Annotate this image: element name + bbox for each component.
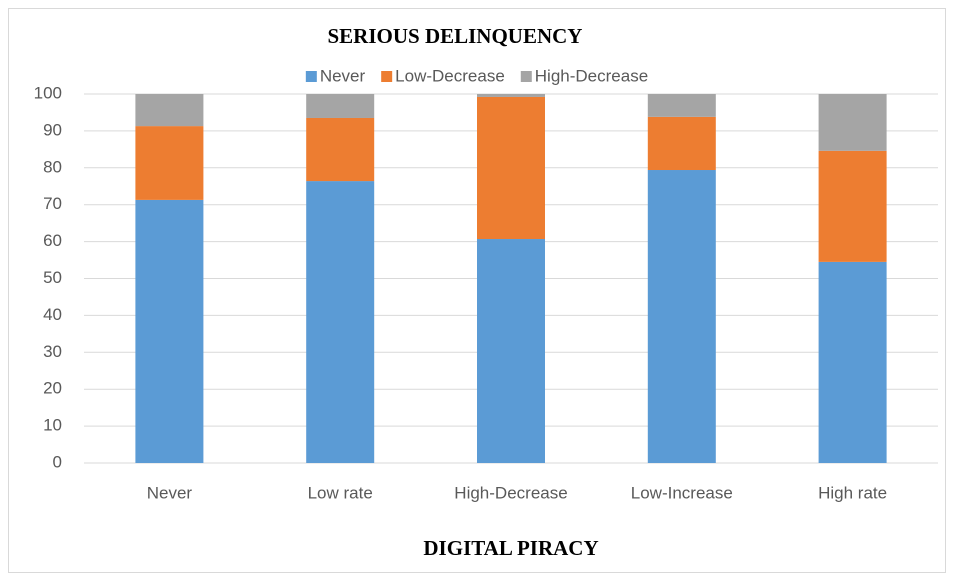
y-tick-label: 10 xyxy=(43,416,62,435)
y-tick-label: 40 xyxy=(43,305,62,324)
x-tick-label: Low rate xyxy=(308,483,373,502)
legend-label: Low-Decrease xyxy=(395,66,505,85)
x-axis-title: DIGITAL PIRACY xyxy=(423,536,598,560)
bar-segment xyxy=(306,117,375,182)
bar-segment xyxy=(818,150,887,262)
bar-segment xyxy=(135,126,204,200)
bar-segment xyxy=(306,94,375,118)
y-tick-label: 60 xyxy=(43,231,62,250)
y-tick-label: 70 xyxy=(43,194,62,213)
x-tick-label: High rate xyxy=(818,483,887,502)
legend-label: High-Decrease xyxy=(535,66,648,85)
bar-segment xyxy=(647,170,716,463)
bar-segment xyxy=(306,181,375,464)
bar-segment xyxy=(477,239,545,463)
y-tick-label: 50 xyxy=(43,268,62,287)
y-tick-label: 90 xyxy=(43,120,62,139)
legend-label: Never xyxy=(320,66,366,85)
x-tick-label: Never xyxy=(147,483,193,502)
bar-segment xyxy=(647,116,716,171)
bar-segment xyxy=(135,199,204,463)
chart-title: SERIOUS DELINQUENCY xyxy=(328,24,583,48)
bar-segment xyxy=(477,96,545,240)
bar-segment xyxy=(818,94,887,151)
legend-swatch xyxy=(381,71,393,82)
bar-segment xyxy=(135,94,204,127)
legend-swatch xyxy=(520,71,532,82)
y-tick-label: 30 xyxy=(43,342,62,361)
y-tick-label: 0 xyxy=(53,452,62,471)
bar-segment xyxy=(818,261,887,463)
x-tick-label: Low-Increase xyxy=(631,483,733,502)
y-tick-label: 100 xyxy=(34,83,62,102)
bar-segment xyxy=(647,94,716,117)
bar-segment xyxy=(477,94,545,97)
y-tick-label: 20 xyxy=(43,379,62,398)
x-tick-label: High-Decrease xyxy=(454,483,567,502)
legend-swatch xyxy=(305,71,317,82)
y-tick-label: 80 xyxy=(43,157,62,176)
